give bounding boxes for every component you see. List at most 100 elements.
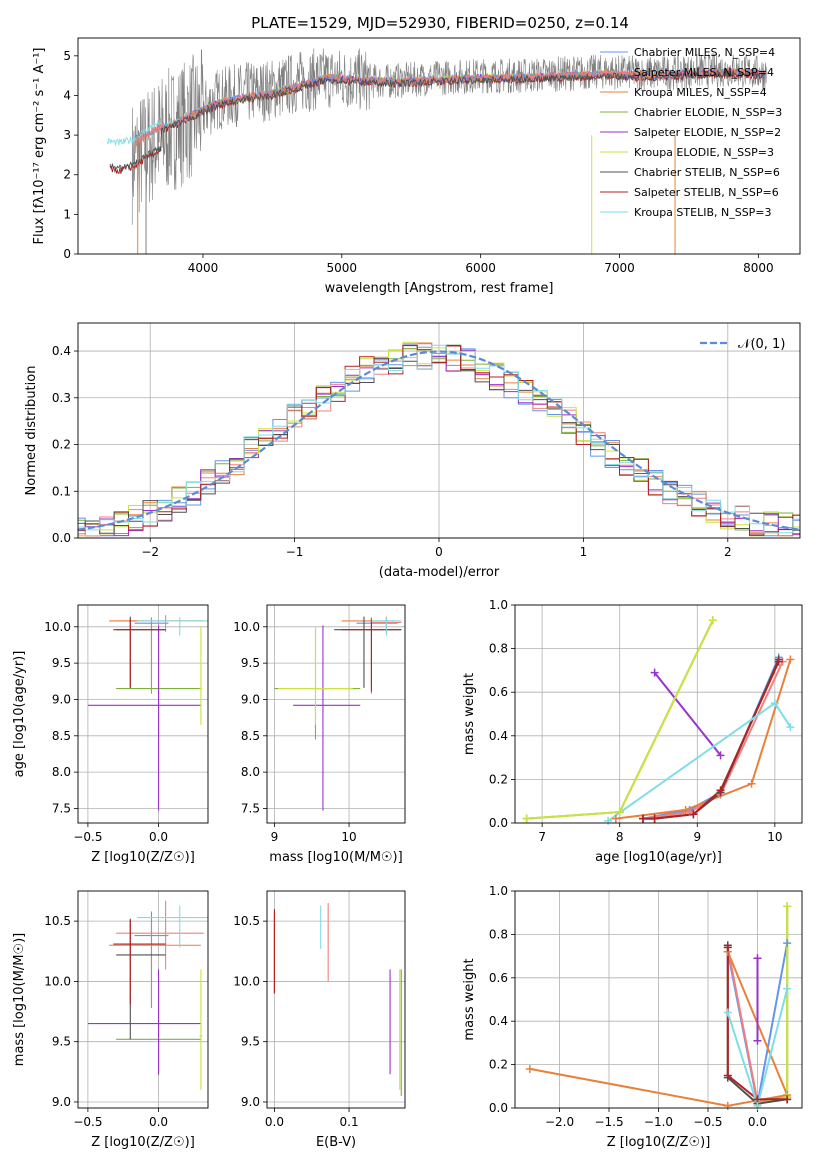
weight-marker-5-2 <box>783 902 792 911</box>
y-tick-label-2: 2 <box>63 168 71 182</box>
weight-marker-2-0 <box>611 814 620 823</box>
x-axis-label: Z [log10(Z/Z☉)] <box>91 1135 195 1150</box>
y-tick-label-2: 0.2 <box>52 438 71 452</box>
x-axis-label: Z [log10(Z/Z☉)] <box>607 1135 711 1150</box>
legend-label-4: Salpeter ELODIE, N_SSP=2 <box>634 126 781 139</box>
weight-marker-7-0 <box>638 814 647 823</box>
x-tick-label-0: 9 <box>271 830 279 844</box>
weight-marker-7-1 <box>723 1071 732 1080</box>
y-tick-label-4: 0.8 <box>489 927 508 941</box>
x-tick-label-0: −2 <box>141 545 159 559</box>
y-tick-label-5: 10.0 <box>44 620 71 634</box>
weight-marker-0-2 <box>783 939 792 948</box>
x-axis-label: wavelength [Angstrom, rest frame] <box>325 281 554 296</box>
legend-label-normal: 𝒩(0, 1) <box>738 337 785 352</box>
plot-area <box>273 903 402 1096</box>
panel-residuals: −2 −1 0 1 2 0.0 0.1 0.2 0.3 0.4 (data-model)/error… <box>24 322 801 580</box>
y-tick-label-3: 9.0 <box>241 692 260 706</box>
plot-area <box>78 341 800 537</box>
x-tick-label-2: 0 <box>435 545 443 559</box>
x-tick-label-0: −0.5 <box>73 1115 102 1129</box>
hist-series-7 <box>78 345 800 536</box>
panel-spectrum: 4000 5000 6000 7000 8000 0 1 2 3 4 5 wavelength [An… <box>32 37 801 296</box>
y-tick-label-1: 8.0 <box>241 765 260 779</box>
y-axis-label: Normed distribution <box>24 366 39 496</box>
x-tick-label-1: 0.0 <box>149 1115 168 1129</box>
y-tick-label-1: 8.0 <box>52 765 71 779</box>
legend-label-0: Chabrier MILES, N_SSP=4 <box>634 46 775 59</box>
x-tick-label-0: 0.0 <box>265 1115 284 1129</box>
y-tick-label-3: 0.3 <box>52 391 71 405</box>
x-tick-label-1: −1.5 <box>594 1115 623 1129</box>
weight-marker-5-0 <box>522 814 531 823</box>
y-tick-label-3: 0.6 <box>489 971 508 985</box>
weight-marker-4-1 <box>753 1036 762 1045</box>
y-tick-label-2: 10.0 <box>233 974 260 988</box>
legend-label-2: Kroupa MILES, N_SSP=4 <box>634 86 767 99</box>
panel-weight-vs-age: 7 8 9 10 0.0 0.2 0.4 0.6 0.8 1.0 age [log10(age/yr… <box>462 598 803 865</box>
weight-marker-4-0 <box>753 954 762 963</box>
legend-label-3: Chabrier ELODIE, N_SSP=3 <box>634 106 782 119</box>
hist-series-8 <box>78 344 800 534</box>
y-tick-label-4: 4 <box>63 88 71 102</box>
weight-marker-2-1 <box>723 1101 732 1110</box>
x-tick-label-4: 0.0 <box>748 1115 767 1129</box>
weight-marker-2-0 <box>525 1064 534 1073</box>
weight-marker-7-3 <box>783 1095 792 1104</box>
x-axis-label: E(B-V) <box>316 1135 356 1150</box>
panel-mass-vs-ebv: 0.0 0.1 9.0 9.5 10.0 10.5 E(B-V) <box>233 890 406 1150</box>
y-axis-label: mass weight <box>462 958 477 1040</box>
y-tick-label-4: 9.5 <box>52 656 71 670</box>
y-tick-label-4: 9.5 <box>241 656 260 670</box>
x-tick-label-0: 4000 <box>188 261 219 275</box>
x-tick-label-3: 10 <box>767 830 782 844</box>
y-tick-label-1: 9.5 <box>52 1035 71 1049</box>
x-tick-label-0: −2.0 <box>545 1115 574 1129</box>
y-axis-label: age [log10(age/yr)] <box>12 651 27 778</box>
y-tick-label-5: 1.0 <box>489 598 508 612</box>
weight-marker-8-2 <box>783 984 792 993</box>
weight-line-4 <box>653 671 722 757</box>
y-tick-label-2: 10.0 <box>44 974 71 988</box>
weight-marker-8-0 <box>723 1008 732 1017</box>
x-tick-label-1: −1 <box>286 545 304 559</box>
figure-title: PLATE=1529, MJD=52930, FIBERID=0250, z=0… <box>251 14 629 32</box>
weight-marker-2-3 <box>786 655 795 664</box>
weight-marker-8-1 <box>753 1101 762 1110</box>
plot-area <box>106 48 767 254</box>
plot-area <box>87 615 208 811</box>
weight-marker-7-2 <box>689 810 698 819</box>
y-tick-label-2: 8.5 <box>52 729 71 743</box>
panel-weight-vs-Z: −2.0 −1.5 −1.0 −0.5 0.0 0.0 0.2 0.4 0.6 0.8 1.0 Z [… <box>462 884 803 1150</box>
axes-frame <box>77 604 209 824</box>
x-tick-label-1: 0.0 <box>149 830 168 844</box>
x-axis-label: (data-model)/error <box>379 565 500 580</box>
weight-marker-2-2 <box>747 779 756 788</box>
x-tick-label-2: 6000 <box>465 261 496 275</box>
weight-marker-2-1 <box>681 805 690 814</box>
y-tick-label-0: 9.0 <box>241 1095 260 1109</box>
y-tick-label-3: 10.5 <box>44 914 71 928</box>
x-tick-label-3: −0.5 <box>693 1115 722 1129</box>
x-axis-label: age [log10(age/yr)] <box>595 850 722 865</box>
legend-label-7: Salpeter STELIB, N_SSP=6 <box>634 186 779 199</box>
hist-series-5 <box>78 341 800 537</box>
x-axis-label: Z [log10(Z/Z☉)] <box>91 850 195 865</box>
x-tick-label-1: 0.1 <box>340 1115 359 1129</box>
y-axis-label: mass weight <box>462 673 477 755</box>
x-tick-label-4: 2 <box>724 545 732 559</box>
y-tick-label-1: 0.2 <box>489 772 508 786</box>
y-tick-label-1: 9.5 <box>241 1035 260 1049</box>
x-tick-label-3: 7000 <box>604 261 635 275</box>
y-tick-label-3: 0.6 <box>489 685 508 699</box>
legend-label-8: Kroupa STELIB, N_SSP=3 <box>634 206 772 219</box>
y-axis-label: mass [log10(M/M☉)] <box>12 933 27 1066</box>
y-tick-label-0: 0 <box>63 247 71 261</box>
y-tick-label-1: 0.1 <box>52 484 71 498</box>
y-tick-label-0: 0.0 <box>489 816 508 830</box>
y-tick-label-4: 0.4 <box>52 344 71 358</box>
x-axis-label: mass [log10(M/M☉)] <box>269 850 402 865</box>
y-tick-label-3: 9.0 <box>52 692 71 706</box>
